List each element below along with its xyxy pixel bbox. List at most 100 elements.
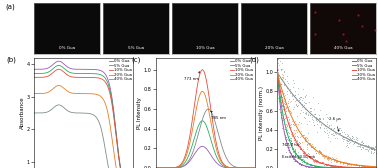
Point [332,165,338,168]
40% Gua [207,108,212,110]
Point [302,151,308,154]
Point [348,162,354,165]
5% Gua [200,120,204,122]
Point [311,166,317,168]
Point [315,165,321,168]
Point [333,131,339,134]
Point [342,165,348,168]
Point [367,148,373,151]
Point [288,132,294,135]
Point [335,160,341,162]
Point [281,105,287,107]
Point [316,165,322,168]
Point [300,163,306,166]
Point [297,145,303,148]
Point [342,162,348,164]
Point [349,163,355,165]
Point [325,124,332,127]
20% Gua [32,93,36,95]
Point [304,162,310,165]
Point [323,166,329,168]
Point [300,134,306,137]
Point [307,163,313,166]
Point [285,105,291,108]
Point [290,150,296,153]
Point [366,145,372,148]
Point [330,166,336,168]
Point [352,163,358,166]
Point [326,158,332,161]
Point [323,126,329,129]
Point [372,166,378,168]
Point [302,136,308,139]
Point [302,164,308,167]
Point [295,156,301,158]
5% Gua [32,72,36,74]
Point [341,166,347,168]
Point [321,154,327,157]
Point [324,157,330,159]
Point [285,146,291,149]
Point [329,166,335,168]
Point [373,165,378,168]
Point [338,165,344,168]
Point [316,166,322,168]
Point [327,140,333,142]
Point [328,128,335,131]
Point [296,120,302,123]
Point [325,163,331,166]
Point [291,141,297,144]
Point [339,166,345,168]
Point [322,125,328,128]
Point [299,140,305,143]
Point [341,137,347,140]
Point [341,166,347,168]
Point [288,143,294,145]
Point [317,166,323,168]
Point [372,166,378,168]
Point [310,158,316,161]
Point [298,147,304,150]
Point [302,165,308,167]
Point [337,161,343,163]
Point [326,131,332,133]
Point [361,166,367,168]
Point [297,156,303,158]
Point [335,165,341,168]
Point [288,140,294,142]
Point [290,150,296,153]
Point [303,111,309,114]
Point [292,159,298,162]
Point [312,164,318,167]
Point [292,93,298,96]
Point [284,75,290,78]
Legend: 0% Gua, 5% Gua, 10% Gua, 20% Gua, 40% Gua: 0% Gua, 5% Gua, 10% Gua, 20% Gua, 40% Gu… [352,59,375,81]
10% Gua [212,134,217,136]
Point [339,166,345,168]
Point [338,166,344,168]
10% Gua [235,167,239,168]
Point [313,159,319,162]
Point [330,166,336,168]
5% Gua [322,166,327,168]
Point [304,122,310,125]
Point [370,166,376,168]
Point [334,165,340,167]
Point [363,166,369,168]
Point [345,166,351,168]
Point [343,161,349,164]
Point [321,166,327,168]
Point [306,101,312,104]
Point [359,166,366,168]
Point [311,166,317,168]
Point [340,166,346,168]
0% Gua [200,145,204,147]
Point [333,159,339,162]
20% Gua [57,85,62,87]
Point [287,134,293,137]
Point [328,166,335,168]
Point [285,109,291,112]
Point [278,96,284,99]
Point [324,128,330,131]
Point [331,166,337,168]
